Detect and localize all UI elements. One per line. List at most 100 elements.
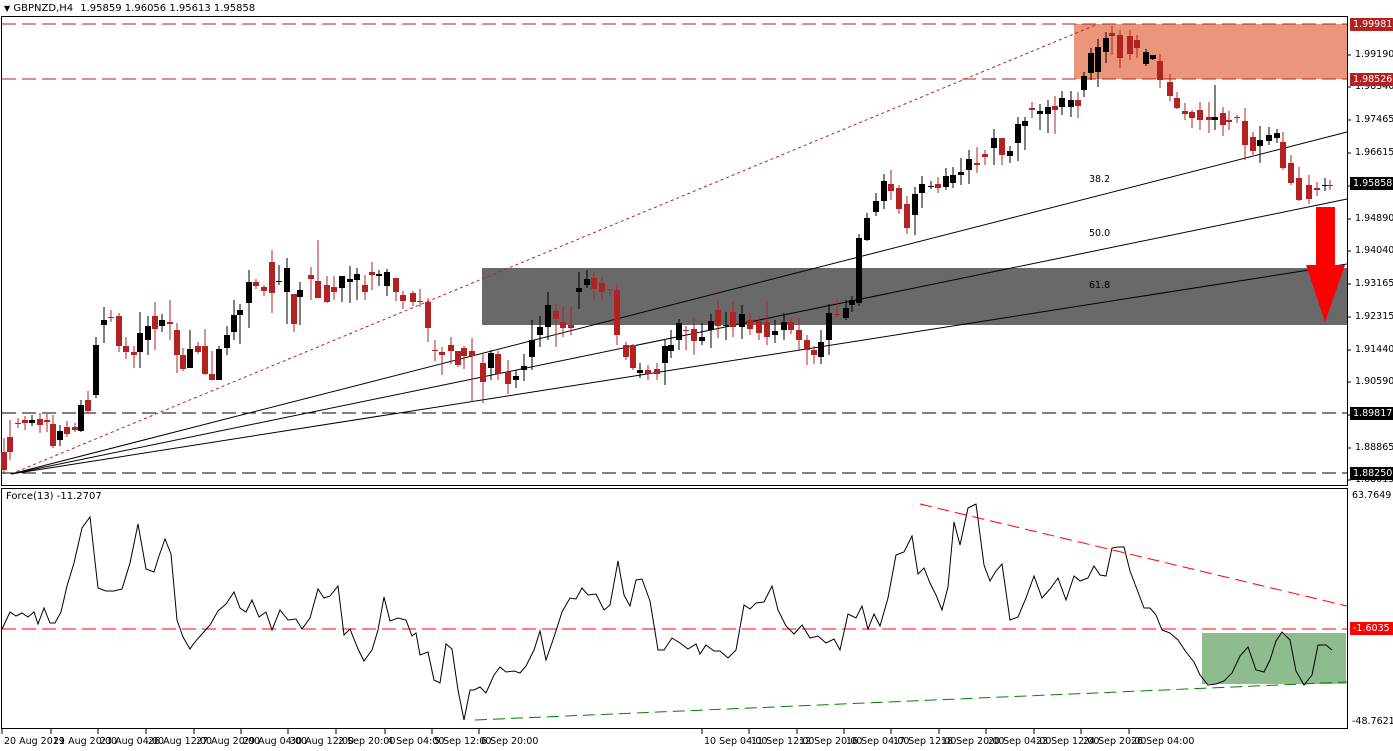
candle[interactable]: [246, 270, 252, 328]
force-ascending-trendline[interactable]: [474, 681, 1348, 721]
candle[interactable]: [448, 337, 454, 364]
candle[interactable]: [57, 425, 63, 446]
candle[interactable]: [469, 338, 475, 402]
candle[interactable]: [888, 170, 894, 200]
candle[interactable]: [668, 330, 674, 358]
candle[interactable]: [1052, 96, 1058, 134]
candle[interactable]: [545, 292, 551, 340]
candle[interactable]: [904, 196, 910, 234]
candle[interactable]: [1250, 132, 1256, 155]
candle[interactable]: [991, 129, 997, 165]
candle[interactable]: [202, 329, 208, 375]
candle[interactable]: [15, 418, 21, 428]
candle[interactable]: [1174, 92, 1180, 109]
candle[interactable]: [174, 323, 180, 373]
candle[interactable]: [297, 282, 303, 325]
candle[interactable]: [966, 150, 972, 184]
candle[interactable]: [276, 265, 282, 285]
candle[interactable]: [811, 346, 817, 364]
candle[interactable]: [576, 272, 582, 309]
candle[interactable]: [1280, 132, 1286, 170]
resistance-zone[interactable]: [1074, 24, 1347, 79]
candle[interactable]: [699, 323, 705, 345]
candle[interactable]: [22, 416, 28, 430]
force-descending-trendline[interactable]: [919, 503, 1348, 607]
candle[interactable]: [764, 301, 770, 345]
candle[interactable]: [864, 213, 870, 241]
candle[interactable]: [950, 167, 956, 188]
candle[interactable]: [85, 391, 91, 413]
candle[interactable]: [529, 320, 535, 370]
candle[interactable]: [553, 304, 559, 347]
candle[interactable]: [231, 300, 237, 340]
candle[interactable]: [339, 276, 345, 302]
candle[interactable]: [723, 312, 729, 340]
candle[interactable]: [315, 240, 321, 298]
candle[interactable]: [1157, 54, 1163, 88]
candle[interactable]: [1, 438, 7, 474]
candle[interactable]: [237, 304, 243, 344]
candle[interactable]: [1075, 92, 1081, 118]
candle[interactable]: [253, 279, 259, 289]
candle[interactable]: [1081, 72, 1087, 97]
candle[interactable]: [881, 174, 887, 209]
fib-fan-38-line[interactable]: [10, 131, 1348, 475]
candle[interactable]: [521, 354, 527, 381]
candle[interactable]: [195, 342, 201, 354]
candle[interactable]: [209, 351, 215, 380]
candle[interactable]: [1257, 126, 1263, 163]
candle[interactable]: [607, 289, 613, 296]
candle[interactable]: [928, 181, 934, 189]
candle[interactable]: [739, 305, 745, 339]
candle[interactable]: [400, 291, 406, 309]
candle[interactable]: [919, 176, 925, 208]
candle[interactable]: [818, 330, 824, 364]
candle[interactable]: [167, 300, 173, 340]
candle[interactable]: [1095, 39, 1101, 87]
candle[interactable]: [455, 351, 461, 367]
candle[interactable]: [393, 278, 399, 301]
candle[interactable]: [1150, 55, 1156, 60]
candle[interactable]: [72, 423, 78, 432]
candle[interactable]: [284, 258, 290, 324]
candle[interactable]: [362, 275, 368, 300]
candle[interactable]: [1296, 167, 1302, 201]
candle[interactable]: [354, 268, 360, 300]
candle[interactable]: [730, 302, 736, 337]
candle[interactable]: [480, 354, 486, 403]
candle[interactable]: [513, 370, 519, 388]
candle[interactable]: [843, 300, 849, 320]
candle[interactable]: [1182, 103, 1188, 120]
candle[interactable]: [1045, 100, 1051, 133]
fib-fan-base-line[interactable]: [10, 23, 1099, 475]
candle[interactable]: [568, 306, 574, 335]
candle[interactable]: [44, 414, 50, 432]
candle[interactable]: [935, 177, 941, 193]
candle[interactable]: [410, 291, 416, 306]
candle[interactable]: [756, 316, 762, 340]
candle[interactable]: [324, 276, 330, 303]
candle[interactable]: [1234, 115, 1240, 123]
candle[interactable]: [1029, 102, 1035, 118]
candle[interactable]: [461, 346, 467, 369]
candle[interactable]: [958, 158, 964, 185]
candle[interactable]: [708, 314, 714, 348]
candle[interactable]: [999, 138, 1005, 165]
candle[interactable]: [131, 346, 137, 368]
candle[interactable]: [261, 285, 267, 296]
candle[interactable]: [108, 310, 114, 322]
candle[interactable]: [683, 326, 689, 350]
chart-title[interactable]: ▼ GBPNZD,H4 1.95859 1.96056 1.95613 1.95…: [4, 3, 255, 14]
force-consolidation-zone[interactable]: [1202, 633, 1346, 684]
candle[interactable]: [1117, 30, 1123, 68]
candle[interactable]: [1007, 146, 1013, 163]
candle[interactable]: [152, 302, 158, 350]
candle[interactable]: [308, 267, 314, 300]
candle[interactable]: [1288, 155, 1294, 185]
candle[interactable]: [974, 147, 980, 173]
candle[interactable]: [432, 340, 438, 361]
candle[interactable]: [796, 318, 802, 350]
candle[interactable]: [982, 150, 988, 165]
candle[interactable]: [93, 337, 99, 398]
candle[interactable]: [101, 307, 107, 343]
